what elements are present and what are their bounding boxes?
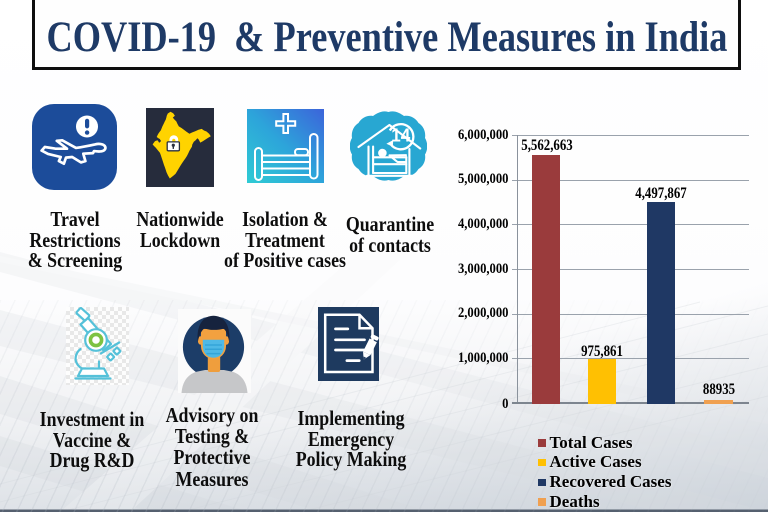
- svg-text:14: 14: [391, 125, 410, 146]
